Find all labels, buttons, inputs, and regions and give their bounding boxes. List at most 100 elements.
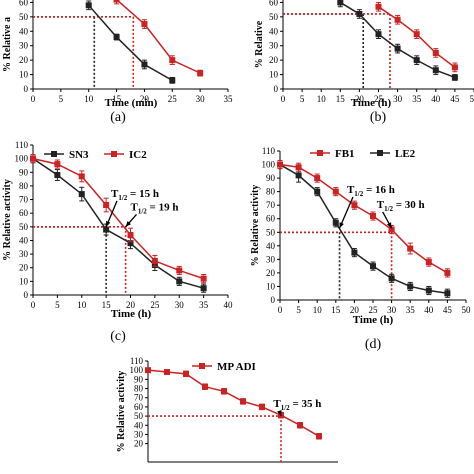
- data-point: [200, 275, 207, 282]
- y-tick-label: 10: [19, 70, 29, 80]
- y-tick-label: 10: [269, 70, 279, 80]
- data-point: [432, 49, 439, 56]
- data-point: [54, 161, 61, 168]
- half-life-annotation: T1/2 = 19 h: [131, 201, 179, 215]
- y-tick-label: 50: [19, 222, 29, 232]
- y-tick-label: 90: [134, 374, 144, 384]
- data-point: [141, 21, 148, 28]
- data-point: [332, 219, 339, 226]
- y-axis-label: % Relative activity: [250, 185, 261, 267]
- y-tick-label: 40: [269, 26, 279, 36]
- data-point: [451, 74, 458, 81]
- y-tick-label: 30: [19, 249, 29, 259]
- x-tick-label: 5: [296, 305, 301, 315]
- y-tick-label: 40: [19, 26, 29, 36]
- y-tick-label: 20: [269, 55, 279, 65]
- series-line: [116, 0, 201, 74]
- data-point: [351, 249, 358, 256]
- legend-marker: [111, 151, 117, 157]
- annotation-arrowhead: [277, 410, 282, 417]
- y-tick-label: 20: [19, 263, 29, 273]
- x-tick-label: 10: [317, 94, 327, 104]
- data-point: [141, 61, 148, 68]
- y-axis-label: % Relative: [254, 20, 265, 68]
- x-tick-label: 40: [424, 305, 434, 315]
- data-point: [297, 422, 303, 429]
- data-point: [221, 388, 227, 395]
- y-tick-label: 50: [266, 227, 276, 237]
- y-tick-label: 20: [266, 268, 276, 278]
- x-tick-label: 5: [300, 94, 305, 104]
- x-tick-label: 25: [374, 94, 384, 104]
- annotation-arrowhead: [125, 221, 132, 227]
- x-tick-label: 45: [443, 305, 453, 315]
- data-point: [176, 278, 183, 285]
- series-line: [88, 4, 173, 81]
- data-point: [164, 369, 170, 376]
- legend-label: SN3: [69, 149, 89, 161]
- data-point: [370, 263, 376, 270]
- series-line: [147, 369, 320, 437]
- data-point: [407, 245, 414, 252]
- panel-label: (b): [370, 110, 387, 125]
- legend-label: LE2: [395, 148, 416, 160]
- x-tick-label: 35: [224, 94, 234, 104]
- data-point: [202, 383, 208, 390]
- data-point: [356, 10, 363, 17]
- data-point: [30, 155, 36, 162]
- y-tick-label: 60: [19, 208, 29, 218]
- y-axis-label: % Relative activity: [2, 179, 13, 261]
- y-tick-label: 0: [274, 84, 279, 94]
- x-tick-label: 30: [387, 305, 397, 315]
- data-point: [197, 70, 204, 77]
- x-tick-label: 45: [450, 94, 460, 104]
- x-axis-label: Time (h): [351, 97, 392, 109]
- data-point: [200, 285, 207, 292]
- data-point: [425, 259, 432, 266]
- y-tick-label: 80: [19, 181, 29, 191]
- data-point: [314, 175, 321, 182]
- y-tick-label: 100: [130, 365, 144, 375]
- y-tick-label: 60: [269, 0, 279, 7]
- legend-label: FB1: [335, 148, 355, 160]
- y-tick-label: 20: [134, 439, 144, 449]
- legend-label: IC2: [129, 149, 147, 161]
- data-point: [413, 31, 420, 38]
- y-tick-label: 60: [19, 0, 29, 7]
- data-point: [432, 67, 439, 74]
- data-point: [240, 398, 246, 405]
- data-point: [183, 370, 189, 377]
- annotation-arrowhead: [339, 222, 344, 229]
- data-point: [388, 275, 395, 282]
- half-life-annotation: T1/2 = 30 h: [377, 199, 425, 213]
- data-point: [103, 226, 110, 233]
- x-tick-label: 40: [224, 300, 234, 310]
- y-tick-label: 10: [19, 276, 29, 286]
- x-tick-label: 5: [55, 300, 60, 310]
- data-point: [375, 3, 382, 10]
- data-point: [388, 226, 395, 233]
- y-tick-label: 80: [266, 187, 276, 197]
- panel-a: 0 10 20 30 40 50 60 0 5 10 15 20 25 30 35 Time (min) % R…: [2, 0, 233, 125]
- x-tick-label: 20: [126, 300, 136, 310]
- x-tick-label: 35: [199, 300, 209, 310]
- data-point: [103, 202, 110, 208]
- series-line: [32, 158, 204, 289]
- y-tick-label: 70: [266, 200, 276, 210]
- data-point: [176, 267, 183, 274]
- y-axis-label: % Relative activity: [116, 371, 127, 453]
- x-tick-label: 30: [175, 300, 185, 310]
- y-tick-label: 50: [269, 12, 279, 22]
- x-tick-label: 10: [313, 305, 323, 315]
- x-tick-label: 15: [331, 305, 341, 315]
- y-tick-label: 80: [134, 384, 144, 394]
- x-tick-label: 10: [84, 94, 94, 104]
- panel-b: 0 10 20 30 40 50 60 0 5 10 15 20 25 30 35 40 45 50 Time (h…: [254, 0, 474, 125]
- x-axis-label: Time (h): [353, 314, 394, 326]
- data-point: [316, 433, 322, 440]
- x-tick-label: 25: [150, 300, 160, 310]
- x-tick-label: 30: [196, 94, 206, 104]
- x-tick-label: 0: [281, 94, 286, 104]
